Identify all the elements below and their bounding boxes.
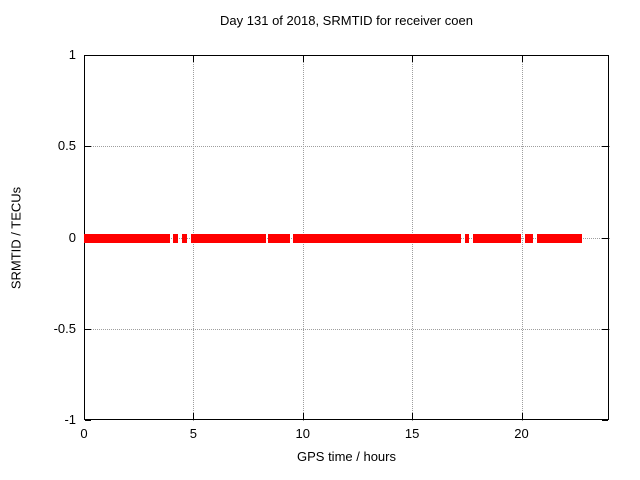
x-tick-label: 10: [295, 426, 310, 441]
y-tick-mark-right: [602, 329, 608, 330]
x-tick-mark-bottom: [303, 413, 304, 419]
x-gridline: [521, 56, 523, 421]
y-tick-label: -0.5: [53, 320, 76, 336]
y-gridline: [85, 146, 610, 148]
data-segment: [190, 233, 266, 243]
y-tick-mark-right: [602, 146, 608, 147]
y-tick-mark-right: [602, 55, 608, 56]
data-segment: [465, 233, 469, 243]
y-tick-mark-left: [85, 55, 91, 56]
y-tick-label: -1: [64, 412, 76, 427]
data-segment: [525, 233, 534, 243]
y-tick-mark-right: [602, 420, 608, 421]
chart-title: Day 131 of 2018, SRMTID for receiver coe…: [220, 13, 473, 28]
x-tick-mark-top: [522, 56, 523, 62]
plot-area: [84, 55, 610, 421]
x-tick-mark-bottom: [193, 413, 194, 419]
x-tick-mark-bottom: [522, 413, 523, 419]
y-gridline: [85, 328, 610, 330]
data-segment: [84, 233, 170, 243]
x-axis-label: GPS time / hours: [297, 449, 396, 464]
x-tick-label: 5: [189, 426, 197, 441]
y-tick-label: 1: [68, 47, 76, 62]
data-segment: [292, 233, 461, 243]
x-tick-mark-bottom: [412, 413, 413, 419]
x-tick-mark-top: [303, 56, 304, 62]
data-segment: [173, 233, 179, 243]
data-segment: [472, 233, 522, 243]
data-segment: [536, 233, 582, 243]
y-tick-mark-left: [85, 329, 91, 330]
y-tick-label: 0.5: [57, 138, 76, 154]
data-segment: [181, 233, 188, 243]
y-tick-mark-right: [602, 238, 608, 239]
x-tick-mark-bottom: [84, 413, 85, 419]
x-tick-label: 15: [404, 426, 420, 441]
y-tick-mark-left: [85, 146, 91, 147]
x-tick-mark-top: [193, 56, 194, 62]
y-tick-label: 0: [68, 229, 76, 245]
x-tick-label: 20: [514, 426, 529, 441]
x-tick-label: 0: [80, 426, 88, 441]
x-tick-mark-top: [84, 56, 85, 62]
y-tick-mark-left: [85, 420, 91, 421]
x-tick-mark-top: [412, 56, 413, 62]
data-segment: [268, 233, 291, 243]
